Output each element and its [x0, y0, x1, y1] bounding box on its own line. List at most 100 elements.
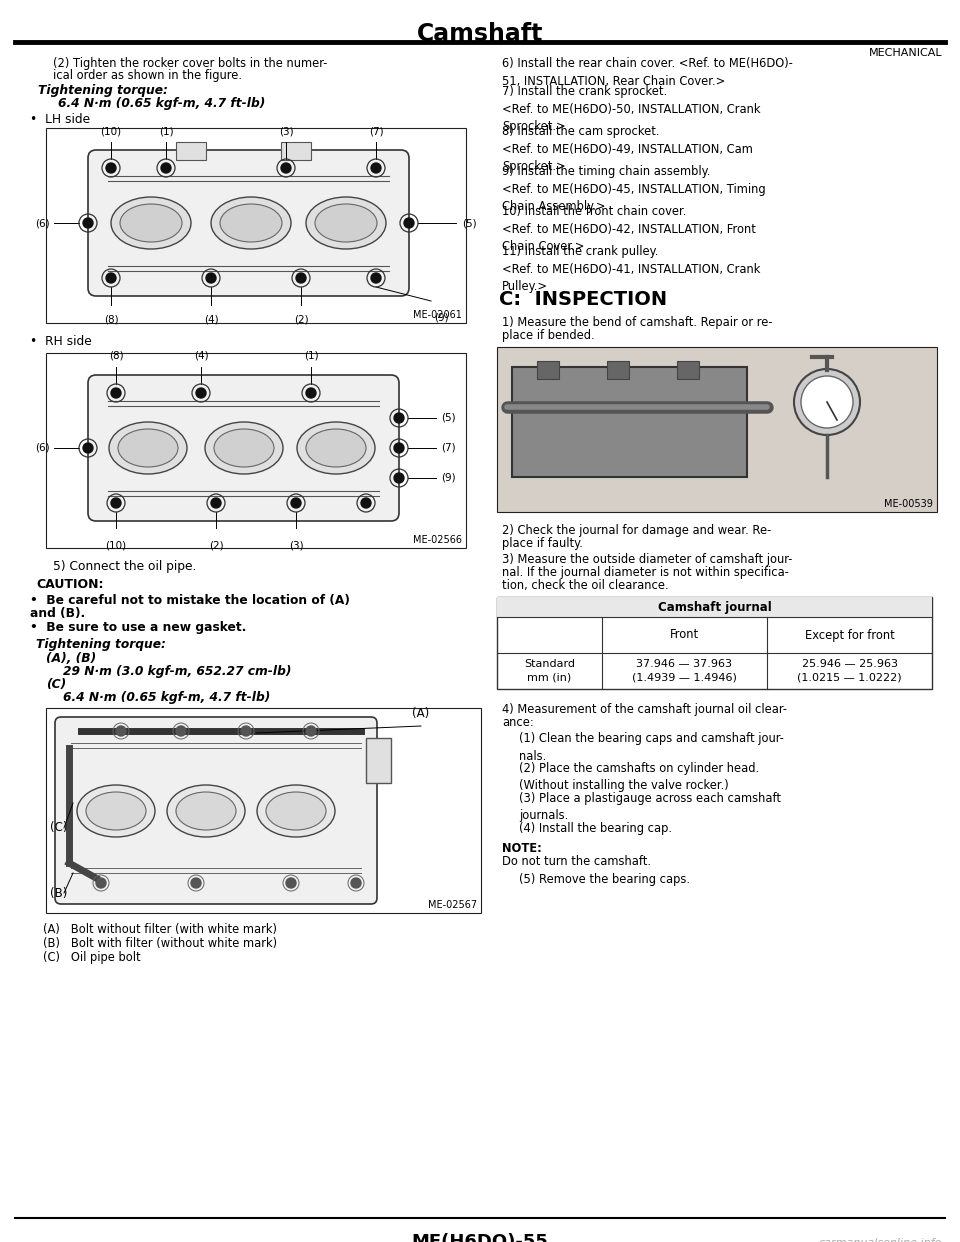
Text: (8): (8) [104, 315, 118, 325]
Text: Camshaft journal: Camshaft journal [658, 600, 772, 614]
Circle shape [176, 727, 186, 737]
Text: •  LH side: • LH side [30, 113, 90, 125]
Text: Standard
mm (in): Standard mm (in) [524, 660, 575, 683]
Text: 6) Install the rear chain cover. <Ref. to ME(H6DO)-
51, INSTALLATION, Rear Chain: 6) Install the rear chain cover. <Ref. t… [502, 57, 793, 87]
Text: tion, check the oil clearance.: tion, check the oil clearance. [502, 579, 668, 592]
Text: (7): (7) [369, 125, 383, 137]
Text: ical order as shown in the figure.: ical order as shown in the figure. [53, 70, 242, 82]
Circle shape [191, 878, 201, 888]
Ellipse shape [109, 422, 187, 474]
Ellipse shape [315, 204, 377, 242]
Text: (10): (10) [106, 540, 127, 550]
Text: Do not turn the camshaft.: Do not turn the camshaft. [502, 854, 651, 868]
Circle shape [106, 163, 116, 173]
Text: Camshaft: Camshaft [417, 22, 543, 46]
Text: (9): (9) [441, 473, 456, 483]
Text: •  Be sure to use a new gasket.: • Be sure to use a new gasket. [30, 621, 247, 633]
Ellipse shape [297, 422, 375, 474]
Text: (3): (3) [278, 125, 294, 137]
FancyBboxPatch shape [88, 150, 409, 296]
Text: C:  INSPECTION: C: INSPECTION [499, 289, 667, 309]
Text: 3) Measure the outside diameter of camshaft jour-: 3) Measure the outside diameter of camsh… [502, 553, 792, 566]
Text: (3): (3) [289, 540, 303, 550]
Ellipse shape [167, 785, 245, 837]
Circle shape [296, 273, 306, 283]
Text: (4) Install the bearing cap.: (4) Install the bearing cap. [519, 822, 672, 835]
Circle shape [306, 727, 316, 737]
Bar [176, 142, 206, 160]
Circle shape [361, 498, 371, 508]
FancyBboxPatch shape [88, 375, 399, 520]
Bar [537, 361, 559, 379]
Text: (2) Place the camshafts on cylinder head.
(Without installing the valve rocker.): (2) Place the camshafts on cylinder head… [519, 763, 759, 792]
Ellipse shape [120, 204, 182, 242]
Text: 37.946 — 37.963
(1.4939 — 1.4946): 37.946 — 37.963 (1.4939 — 1.4946) [632, 660, 737, 683]
Circle shape [196, 388, 206, 397]
Text: (6): (6) [36, 219, 50, 229]
Circle shape [106, 273, 116, 283]
Text: place if faulty.: place if faulty. [502, 537, 583, 550]
Ellipse shape [306, 428, 366, 467]
Text: (10): (10) [101, 125, 122, 137]
Circle shape [394, 473, 404, 483]
Text: (5): (5) [462, 219, 476, 229]
Circle shape [96, 878, 106, 888]
Ellipse shape [77, 785, 155, 837]
Text: (3) Place a plastigauge across each camshaft
journals.: (3) Place a plastigauge across each cams… [519, 792, 781, 822]
Circle shape [111, 498, 121, 508]
Ellipse shape [86, 792, 146, 830]
Text: (2) Tighten the rocker cover bolts in the numer-: (2) Tighten the rocker cover bolts in th… [53, 57, 327, 70]
Text: 7) Install the crank sprocket.
<Ref. to ME(H6DO)-50, INSTALLATION, Crank
Sprocke: 7) Install the crank sprocket. <Ref. to … [502, 84, 760, 133]
Ellipse shape [306, 197, 386, 248]
Ellipse shape [205, 422, 283, 474]
Circle shape [794, 369, 860, 435]
Text: 29 N·m (3.0 kgf-m, 652.27 cm-lb): 29 N·m (3.0 kgf-m, 652.27 cm-lb) [63, 664, 292, 678]
Circle shape [281, 163, 291, 173]
Text: (7): (7) [441, 443, 456, 453]
Text: (C): (C) [46, 678, 66, 691]
Circle shape [206, 273, 216, 283]
Ellipse shape [220, 204, 282, 242]
Text: Tightening torque:: Tightening torque: [36, 638, 166, 651]
Bar [607, 361, 629, 379]
Text: ME-02566: ME-02566 [413, 535, 462, 545]
Text: 9) Install the timing chain assembly.
<Ref. to ME(H6DO)-45, INSTALLATION, Timing: 9) Install the timing chain assembly. <R… [502, 165, 766, 212]
Bar [46, 128, 466, 323]
Text: (4): (4) [204, 315, 218, 325]
Text: (C): (C) [50, 821, 67, 835]
Text: 8) Install the cam sprocket.
<Ref. to ME(H6DO)-49, INSTALLATION, Cam
Sprocket.>: 8) Install the cam sprocket. <Ref. to ME… [502, 125, 753, 173]
Circle shape [211, 498, 221, 508]
Circle shape [351, 878, 361, 888]
Text: Front: Front [670, 628, 699, 642]
Text: (2): (2) [208, 540, 224, 550]
Circle shape [83, 219, 93, 229]
Text: (B): (B) [50, 887, 67, 899]
Circle shape [241, 727, 251, 737]
Circle shape [404, 219, 414, 229]
Bar [497, 597, 932, 617]
Circle shape [371, 163, 381, 173]
Text: 5) Connect the oil pipe.: 5) Connect the oil pipe. [53, 560, 197, 573]
Text: 4) Measurement of the camshaft journal oil clear-: 4) Measurement of the camshaft journal o… [502, 703, 787, 715]
Text: •  RH side: • RH side [30, 335, 92, 348]
Text: ME-02061: ME-02061 [413, 310, 462, 320]
Circle shape [394, 414, 404, 424]
Text: (A), (B): (A), (B) [46, 652, 96, 664]
Text: MECHANICAL: MECHANICAL [869, 48, 942, 58]
Text: 2) Check the journal for damage and wear. Re-: 2) Check the journal for damage and wear… [502, 524, 771, 537]
Ellipse shape [211, 197, 291, 248]
Ellipse shape [266, 792, 326, 830]
Circle shape [111, 388, 121, 397]
Bar [512, 366, 747, 477]
Circle shape [291, 498, 301, 508]
Circle shape [306, 388, 316, 397]
Circle shape [286, 878, 296, 888]
Bar [677, 361, 699, 379]
Text: ME(H6DO)-55: ME(H6DO)-55 [412, 1233, 548, 1242]
Text: nal. If the journal diameter is not within specifica-: nal. If the journal diameter is not with… [502, 566, 789, 579]
Text: Except for front: Except for front [804, 628, 895, 642]
Ellipse shape [214, 428, 274, 467]
Text: NOTE:: NOTE: [502, 842, 541, 854]
Circle shape [371, 273, 381, 283]
Text: (5) Remove the bearing caps.: (5) Remove the bearing caps. [519, 873, 690, 886]
